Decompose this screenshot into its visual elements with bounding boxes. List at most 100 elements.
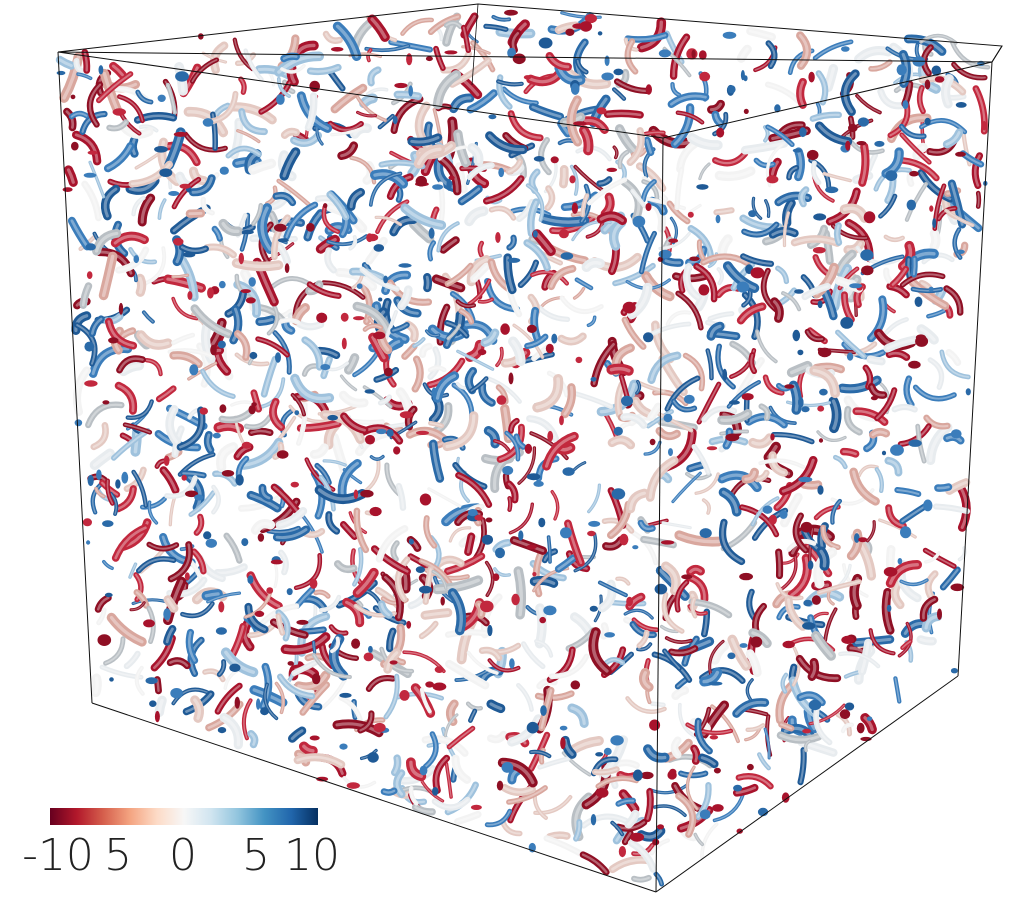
vortex-tube-highlight	[709, 102, 723, 112]
vortex-tube-highlight	[70, 219, 89, 248]
vortex-blob	[928, 286, 934, 292]
vortex-tube-highlight	[743, 223, 778, 236]
vortex-tube	[412, 337, 426, 348]
vortex-tube	[239, 437, 284, 470]
vortex-tube-highlight	[250, 429, 272, 434]
vortex-tube-highlight	[546, 187, 554, 209]
vortex-tube-highlight	[371, 335, 386, 360]
vortex-tube	[189, 174, 216, 197]
vortex-tube-highlight	[599, 581, 627, 596]
vortex-tube	[782, 211, 791, 248]
vortex-tube	[638, 667, 654, 692]
vortex-tube	[337, 141, 359, 160]
vortex-tube-highlight	[924, 549, 955, 568]
vortex-tube-highlight	[264, 683, 278, 719]
vortex-tube	[575, 58, 589, 75]
vortex-tube	[867, 383, 888, 399]
vortex-tube-highlight	[676, 581, 688, 611]
vortex-tube-highlight	[303, 365, 318, 376]
vortex-tube	[456, 349, 495, 371]
vortex-tube-highlight	[888, 547, 893, 571]
vortex-tube-highlight	[662, 522, 691, 529]
vortex-tube-highlight	[894, 677, 901, 703]
vortex-tube-highlight	[834, 456, 847, 468]
vortex-tube-highlight	[129, 563, 137, 578]
vortex-blob	[481, 534, 493, 545]
vortex-tube	[338, 695, 364, 724]
vortex-tube-highlight	[451, 59, 490, 86]
vortex-tube	[661, 256, 684, 267]
vortex-blob	[611, 488, 626, 500]
vortex-tube	[163, 625, 177, 646]
vortex-tube-highlight	[190, 491, 215, 516]
vortex-tube-highlight	[271, 400, 283, 429]
vortex-tube	[92, 229, 122, 256]
vortex-tube	[244, 602, 269, 634]
vortex-tube-highlight	[488, 134, 525, 152]
vortex-tube-highlight	[544, 434, 576, 468]
vortex-tube-highlight	[666, 377, 699, 411]
vortex-tube	[746, 588, 758, 622]
vortex-tube-highlight	[868, 153, 877, 171]
vortex-tube	[188, 490, 216, 517]
vortex-tube-highlight	[755, 159, 774, 167]
vortex-tube-highlight	[649, 405, 660, 419]
vortex-tube-highlight	[572, 221, 611, 241]
vortex-tube-highlight	[906, 183, 927, 221]
vortex-tube	[280, 632, 331, 655]
vortex-tube-highlight	[787, 401, 831, 407]
vortex-tube	[351, 273, 364, 290]
vortex-tube-highlight	[721, 521, 743, 563]
vortex-tube	[424, 329, 441, 338]
vortex-blob	[406, 53, 413, 66]
vortex-tube-highlight	[357, 111, 377, 117]
vortex-tube	[762, 374, 785, 396]
vortex-blob	[394, 82, 408, 89]
vortex-tube	[700, 822, 719, 859]
vortex-tube-highlight	[148, 543, 178, 550]
vortex-blob	[792, 148, 802, 153]
vortex-blob	[560, 527, 572, 539]
vortex-tube	[437, 155, 462, 196]
vortex-tube	[768, 451, 788, 477]
vortex-tube	[274, 681, 286, 715]
vortex-tube-highlight	[891, 267, 907, 286]
vortex-tube-highlight	[363, 386, 392, 408]
vortex-blob	[327, 414, 339, 421]
vortex-blob	[856, 141, 867, 146]
vortex-tube-highlight	[686, 473, 711, 480]
vortex-tube-highlight	[364, 324, 382, 331]
vortex-tube-highlight	[688, 463, 704, 470]
vortex-tube-highlight	[517, 684, 533, 711]
vortex-tube	[554, 554, 577, 573]
vortex-tube-highlight	[581, 194, 588, 216]
vortex-blob	[496, 780, 504, 791]
vortex-tube	[301, 363, 319, 377]
vortex-blob	[215, 627, 227, 635]
vortex-tube-highlight	[640, 232, 656, 273]
vortex-tube	[478, 646, 503, 662]
vortex-tube	[929, 228, 941, 252]
vortex-tube	[346, 187, 366, 211]
vortex-blob	[908, 439, 922, 447]
vortex-tube-highlight	[570, 391, 612, 408]
vortex-blob	[173, 131, 188, 137]
vortex-tube-highlight	[466, 535, 473, 554]
vortex-tube	[544, 185, 556, 211]
vortex-tube-highlight	[130, 163, 171, 186]
vortex-tube-highlight	[644, 441, 661, 455]
vortex-tube	[629, 621, 657, 639]
vortex-blob	[235, 474, 244, 486]
vortex-tube-highlight	[431, 442, 442, 480]
vortex-tube	[63, 165, 78, 187]
vortex-tube-highlight	[89, 161, 105, 198]
vortex-tube-highlight	[448, 727, 474, 748]
vortex-tube-highlight	[173, 178, 200, 208]
vortex-tube-highlight	[363, 459, 380, 493]
vortex-tube	[464, 206, 489, 227]
vortex-tube-highlight	[268, 303, 278, 335]
vortex-tube-highlight	[172, 298, 198, 320]
vortex-tube-highlight	[440, 157, 459, 193]
vortex-tube-highlight	[424, 733, 437, 768]
vortex-tube-highlight	[588, 178, 626, 204]
